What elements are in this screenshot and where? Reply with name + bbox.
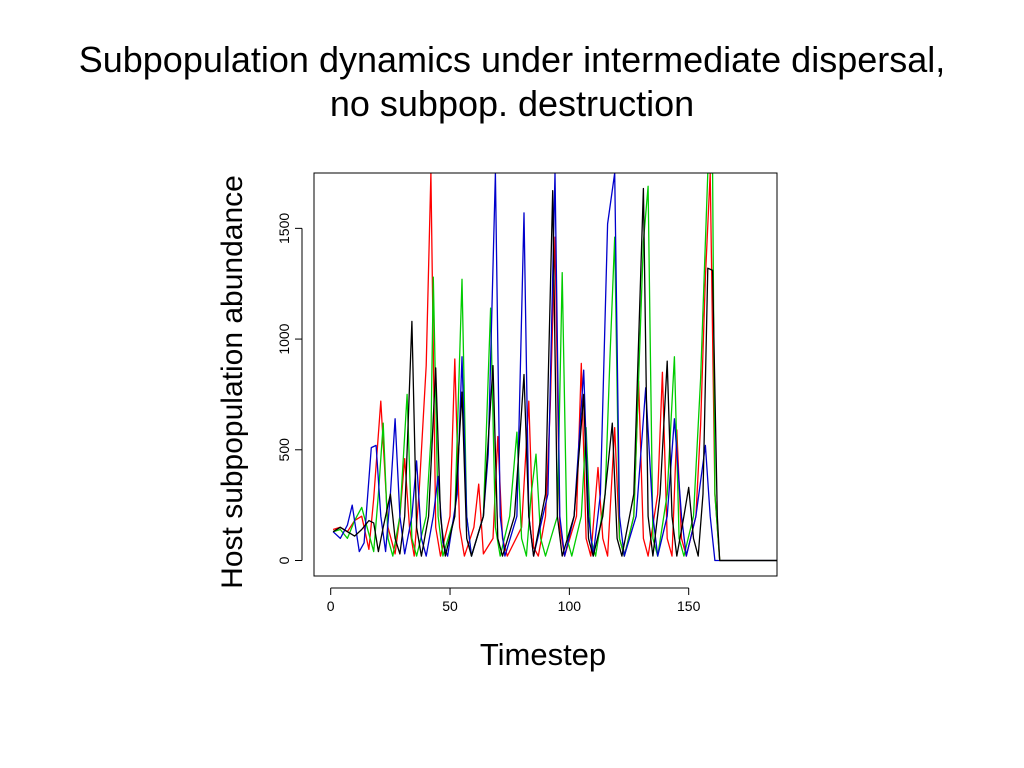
- slide-title-line-2: no subpop. destruction: [329, 83, 695, 124]
- x-tick-label: 0: [327, 598, 335, 614]
- series-line-2: [332, 173, 777, 562]
- y-axis: 0 500 1000 1500: [276, 213, 303, 564]
- slide-title: Subpopulation dynamics under intermediat…: [0, 38, 1024, 126]
- y-tick-label: 500: [276, 438, 292, 462]
- y-tick-label: 1000: [276, 323, 292, 354]
- x-axis: 0 50 100 150: [327, 587, 701, 614]
- y-axis-label: Host subpopulation abundance: [216, 175, 249, 589]
- slide-title-line-1: Subpopulation dynamics under intermediat…: [78, 39, 946, 80]
- x-tick-label: 50: [442, 598, 458, 614]
- x-axis-label: Timestep: [480, 637, 606, 672]
- series-line-1: [332, 173, 777, 562]
- plot-frame: [313, 172, 778, 577]
- x-tick-label: 100: [558, 598, 582, 614]
- series-layer: [332, 173, 777, 562]
- y-tick-label: 1500: [276, 213, 292, 244]
- series-line-4: [332, 187, 777, 562]
- x-tick-label: 150: [677, 598, 701, 614]
- y-tick-label: 0: [276, 556, 292, 564]
